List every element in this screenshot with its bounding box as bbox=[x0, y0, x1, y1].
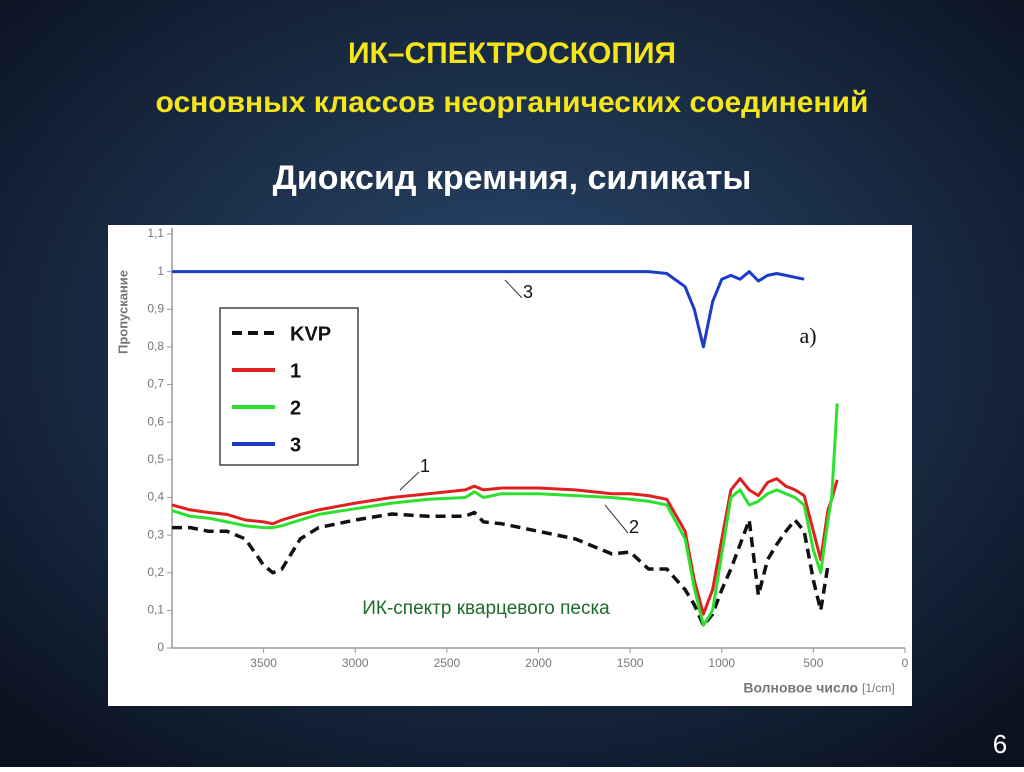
y-tick-label: 0,1 bbox=[147, 603, 164, 617]
y-axis-label: Пропускание bbox=[115, 270, 130, 354]
x-tick-label: 500 bbox=[803, 656, 823, 670]
legend-box bbox=[219, 307, 359, 466]
x-tick-label: 1500 bbox=[617, 656, 644, 670]
curve-label: 1 bbox=[420, 456, 430, 476]
y-tick-label: 0,7 bbox=[147, 377, 164, 391]
x-axis-label: Волновое число bbox=[743, 680, 858, 696]
leader-line bbox=[504, 279, 523, 299]
caption: ИК-спектр кварцевого песка bbox=[362, 598, 610, 619]
series-line bbox=[171, 403, 839, 627]
page-number: 6 bbox=[993, 729, 1007, 759]
x-tick-label: 2500 bbox=[434, 656, 461, 670]
y-tick-label: 0,2 bbox=[147, 565, 164, 579]
legend-label: 2 bbox=[290, 397, 301, 419]
y-tick-label: 0,4 bbox=[147, 490, 164, 504]
title: ИК–СПЕКТРОСКОПИЯ bbox=[348, 37, 676, 70]
x-tick-label: 3000 bbox=[342, 656, 369, 670]
y-tick-label: 0,9 bbox=[147, 301, 164, 315]
curve-label: 3 bbox=[523, 282, 533, 302]
legend-label: 3 bbox=[290, 434, 301, 456]
x-tick-label: 3500 bbox=[250, 656, 277, 670]
panel-label: а) bbox=[799, 323, 816, 348]
x-tick-label: 2000 bbox=[525, 656, 552, 670]
y-tick-label: 0 bbox=[157, 640, 164, 654]
curve-label: 2 bbox=[629, 517, 639, 537]
y-tick-label: 0,8 bbox=[147, 339, 164, 353]
y-tick-label: 0,3 bbox=[147, 527, 164, 541]
y-tick-label: 1 bbox=[157, 264, 164, 278]
subtitle: основных классов неорганических соединен… bbox=[156, 86, 869, 119]
series-line bbox=[172, 270, 805, 349]
series-line bbox=[172, 510, 830, 628]
legend-label: KVP bbox=[290, 323, 331, 345]
y-tick-label: 0,5 bbox=[147, 452, 164, 466]
x-tick-label: 1000 bbox=[708, 656, 735, 670]
heading: Диоксид кремния, силикаты bbox=[273, 159, 752, 197]
legend-label: 1 bbox=[290, 360, 301, 382]
x-tick-label: 0 bbox=[902, 656, 909, 670]
series-line bbox=[171, 477, 839, 616]
y-tick-label: 0,6 bbox=[147, 414, 164, 428]
y-tick-label: 1,1 bbox=[147, 226, 164, 240]
leader-line bbox=[604, 504, 629, 534]
leader-line bbox=[399, 471, 420, 491]
x-axis-unit: [1/cm] bbox=[862, 681, 895, 695]
